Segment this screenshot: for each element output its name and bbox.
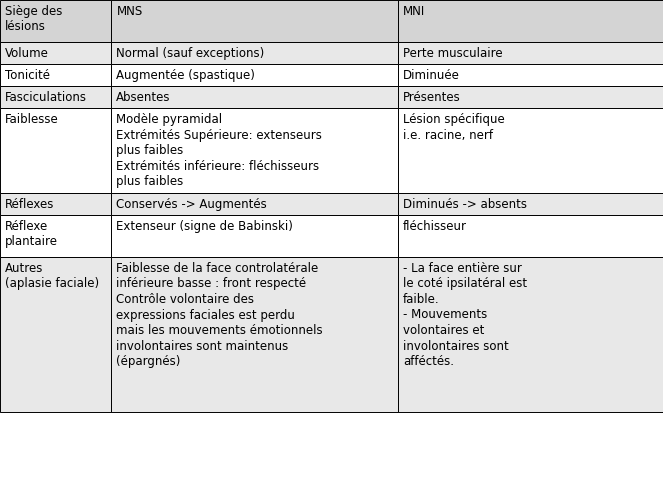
Bar	[0, 108, 111, 193]
Text: Présentes: Présentes	[403, 91, 461, 104]
Text: - La face entière sur
le coté ipsilatéral est
faible.
- Mouvements
volontaires e: - La face entière sur le coté ipsilatéra…	[403, 262, 527, 368]
Bar	[111, 108, 398, 193]
Text: Diminuée: Diminuée	[403, 69, 459, 82]
Text: Conservés -> Augmentés: Conservés -> Augmentés	[117, 198, 267, 211]
Text: Faiblesse de la face controlatérale
inférieure basse : front respecté
Contrôle v: Faiblesse de la face controlatérale infé…	[117, 262, 323, 368]
Bar	[0, 257, 111, 412]
Bar	[398, 108, 663, 193]
Bar	[398, 215, 663, 257]
Text: Normal (sauf exceptions): Normal (sauf exceptions)	[117, 47, 265, 60]
Text: Fasciculations: Fasciculations	[5, 91, 87, 104]
Text: Autres
(aplasie faciale): Autres (aplasie faciale)	[5, 262, 99, 290]
Text: MNS: MNS	[117, 5, 143, 18]
Text: Augmentée (spastique): Augmentée (spastique)	[117, 69, 255, 82]
Bar	[111, 257, 398, 412]
Bar	[398, 0, 663, 42]
Bar	[0, 42, 111, 64]
Text: Réflexe
plantaire: Réflexe plantaire	[5, 220, 58, 248]
Text: Réflexes: Réflexes	[5, 198, 54, 211]
Text: Diminués -> absents: Diminués -> absents	[403, 198, 527, 211]
Text: fléchisseur: fléchisseur	[403, 220, 467, 233]
Bar	[398, 42, 663, 64]
Bar	[111, 42, 398, 64]
Text: Modèle pyramidal
Extrémités Supérieure: extenseurs
plus faibles
Extrémités infér: Modèle pyramidal Extrémités Supérieure: …	[117, 113, 322, 188]
Text: Absentes: Absentes	[117, 91, 171, 104]
Bar	[111, 215, 398, 257]
Text: Lésion spécifique
i.e. racine, nerf: Lésion spécifique i.e. racine, nerf	[403, 113, 505, 142]
Bar	[398, 86, 663, 108]
Text: Faiblesse: Faiblesse	[5, 113, 59, 126]
Text: Tonicité: Tonicité	[5, 69, 50, 82]
Bar	[0, 86, 111, 108]
Bar	[0, 215, 111, 257]
Bar	[0, 64, 111, 86]
Bar	[398, 257, 663, 412]
Bar	[111, 0, 398, 42]
Bar	[111, 86, 398, 108]
Bar	[398, 64, 663, 86]
Text: MNI: MNI	[403, 5, 425, 18]
Bar	[0, 0, 111, 42]
Bar	[398, 193, 663, 215]
Text: Extenseur (signe de Babinski): Extenseur (signe de Babinski)	[117, 220, 293, 233]
Bar	[111, 193, 398, 215]
Bar	[0, 193, 111, 215]
Text: Perte musculaire: Perte musculaire	[403, 47, 503, 60]
Text: Volume: Volume	[5, 47, 49, 60]
Text: Siège des
lésions: Siège des lésions	[5, 5, 62, 33]
Bar	[111, 64, 398, 86]
